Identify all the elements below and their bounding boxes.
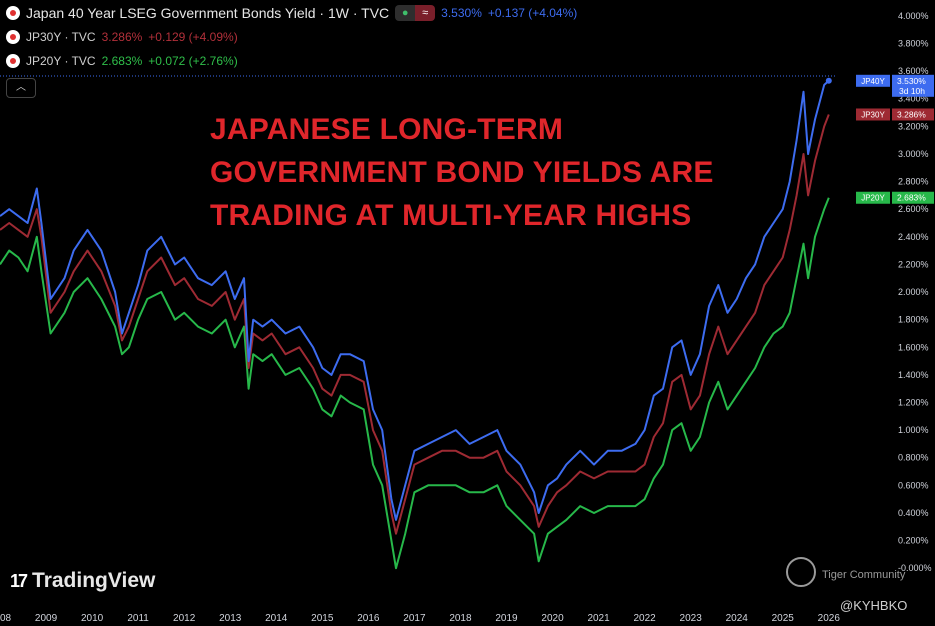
y-tick-label: 0.600%: [898, 480, 929, 490]
legend-main-title: Japan 40 Year LSEG Government Bonds Yiel…: [26, 5, 390, 21]
y-tick-label: 1.400%: [898, 370, 929, 380]
x-tick-label: 2019: [495, 613, 518, 624]
x-tick-label: 2011: [127, 613, 149, 624]
x-tick-label: 2008: [0, 613, 12, 624]
legend-symbol: JP20Y · TVC: [26, 54, 96, 68]
headline-line: GOVERNMENT BOND YIELDS ARE: [210, 156, 714, 189]
y-tick-label: 0.200%: [898, 536, 929, 546]
x-tick-label: 2010: [81, 613, 104, 624]
headline-line: JAPANESE LONG-TERM: [210, 113, 564, 146]
legend-change: +0.129 (+4.09%): [148, 30, 238, 44]
last-value-tag-jp20y: JP20Y 2.683%: [856, 191, 934, 204]
series-line-jp40y[interactable]: [0, 80, 830, 521]
headline-annotation: JAPANESE LONG-TERM GOVERNMENT BOND YIELD…: [210, 108, 714, 237]
collapse-legend-button[interactable]: ︿: [6, 78, 36, 98]
y-tick-label: 2.200%: [898, 259, 929, 269]
tiger-community-watermark: Tiger Community: [822, 569, 906, 581]
last-value-tag-jp40y: JP40Y 3.530%3d 10h: [856, 74, 934, 97]
japan-flag-icon: [6, 6, 20, 20]
legend-row-jp20[interactable]: JP20Y · TVC 2.683% +0.072 (+2.76%): [6, 54, 238, 68]
legend-main[interactable]: Japan 40 Year LSEG Government Bonds Yiel…: [6, 5, 577, 21]
tradingview-logo-text: TradingView: [32, 569, 156, 592]
last-value-tag-jp30y: JP30Y 3.286%: [856, 108, 934, 121]
y-tick-label: 0.400%: [898, 508, 929, 518]
japan-flag-icon: [6, 54, 20, 68]
x-tick-label: 2009: [35, 613, 58, 624]
series-line-jp30y[interactable]: [0, 114, 830, 535]
y-tick-label: 2.400%: [898, 232, 929, 242]
y-tick-label: 3.600%: [898, 66, 929, 76]
x-tick-label: 2016: [357, 613, 380, 624]
y-tick-label: 3.400%: [898, 94, 929, 104]
y-tick-label: 4.000%: [898, 11, 929, 21]
y-tick-label: 1.000%: [898, 425, 929, 435]
last-point-marker: [825, 77, 832, 84]
x-tick-label: 2017: [403, 613, 426, 624]
y-tick-label: 0.800%: [898, 453, 929, 463]
chevron-up-icon: ︿: [16, 82, 26, 93]
value-tag: 2.683%: [897, 193, 926, 203]
legend-row-jp30[interactable]: JP30Y · TVC 3.286% +0.129 (+4.09%): [6, 30, 238, 44]
y-axis[interactable]: 4.000% 3.800% 3.600% 3.400% 3.200% 3.000% 2.80…: [898, 11, 932, 573]
legend-symbol: JP30Y · TVC: [26, 30, 96, 44]
y-tick-label: 1.600%: [898, 342, 929, 352]
series-name-tag: JP40Y: [861, 77, 885, 86]
countdown-tag: 3d 10h: [899, 86, 925, 96]
y-tick-label: 3.200%: [898, 121, 929, 131]
x-axis[interactable]: 2008 2009 2010 2011 2012 2013 2014 2015 2016 2017…: [0, 613, 840, 624]
value-tag-bg: [892, 191, 934, 204]
y-tick-label: 2.800%: [898, 177, 929, 187]
tiger-community-icon: [786, 557, 816, 587]
x-tick-label: 2024: [726, 613, 749, 624]
y-tick-label: 3.000%: [898, 149, 929, 159]
x-tick-label: 2025: [772, 613, 795, 624]
legend-value: 2.683%: [101, 54, 143, 68]
legend-change: +0.072 (+2.76%): [148, 54, 238, 68]
legend-main-change: +0.137 (+4.04%): [487, 6, 578, 20]
x-tick-label: 2020: [541, 613, 564, 624]
series-name-tag-bg: [856, 74, 890, 87]
series-name-tag-bg: [856, 108, 890, 121]
author-handle: @KYHBKO: [840, 598, 908, 613]
last-value-labels: JP40Y 3.530%3d 10h JP30Y 3.286% JP20Y 2.683%: [825, 74, 934, 204]
series-name-tag-bg: [856, 191, 890, 204]
y-tick-label: 1.200%: [898, 398, 929, 408]
series-layer: [0, 80, 830, 570]
headline-line: TRADING AT MULTI-YEAR HIGHS: [210, 199, 692, 232]
eye-icon[interactable]: ●: [395, 5, 416, 21]
value-tag: 3.286%: [897, 109, 926, 119]
x-tick-label: 2022: [633, 613, 656, 624]
value-tag-bg: [892, 108, 934, 121]
approx-icon[interactable]: ≈: [415, 5, 436, 21]
y-tick-label: 2.600%: [898, 204, 929, 214]
tradingview-mark-icon: 17: [10, 570, 28, 591]
y-tick-label: 1.800%: [898, 315, 929, 325]
x-tick-label: 2026: [818, 613, 841, 624]
x-tick-label: 2023: [680, 613, 703, 624]
value-tag-bg: [892, 74, 934, 97]
legend-main-value: 3.530%: [441, 6, 482, 20]
series-line-jp20y[interactable]: [0, 197, 830, 570]
y-tick-label: -0.000%: [898, 563, 932, 573]
series-name-tag: JP30Y: [861, 110, 885, 119]
x-tick-label: 2014: [265, 613, 288, 624]
y-tick-label: 2.000%: [898, 287, 929, 297]
series-name-tag: JP20Y: [861, 194, 885, 203]
x-tick-label: 2018: [449, 613, 472, 624]
y-tick-label: 3.800%: [898, 39, 929, 49]
tradingview-logo: 17 TradingView: [10, 569, 155, 593]
x-tick-label: 2021: [587, 613, 610, 624]
x-tick-label: 2012: [173, 613, 196, 624]
legend-value: 3.286%: [101, 30, 143, 44]
value-tag: 3.530%: [897, 76, 926, 86]
japan-flag-icon: [6, 30, 20, 44]
legend-pill[interactable]: ● ≈: [395, 5, 436, 21]
x-tick-label: 2015: [311, 613, 334, 624]
x-tick-label: 2013: [219, 613, 242, 624]
